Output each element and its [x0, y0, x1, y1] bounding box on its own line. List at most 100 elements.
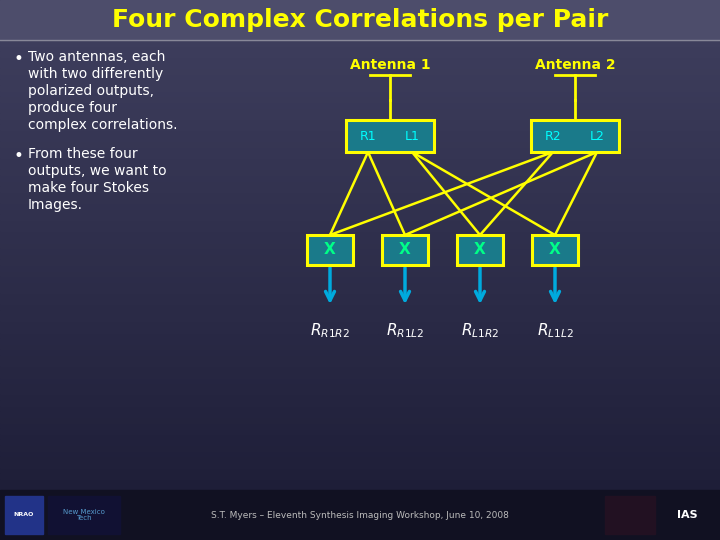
- Bar: [0, 237, 720, 242]
- Bar: [0, 158, 720, 164]
- Bar: [0, 366, 720, 372]
- Bar: [0, 394, 720, 400]
- Bar: [0, 265, 720, 271]
- Bar: [0, 163, 720, 170]
- Bar: [0, 287, 720, 293]
- Bar: [0, 169, 720, 175]
- Bar: [48, 496, 120, 534]
- Bar: [0, 56, 720, 63]
- Bar: [0, 124, 720, 130]
- Bar: [0, 39, 720, 45]
- Text: X: X: [474, 242, 486, 258]
- Bar: [0, 304, 720, 310]
- Bar: [0, 315, 720, 321]
- Bar: [0, 242, 720, 248]
- Bar: [660, 496, 715, 534]
- Bar: [0, 293, 720, 299]
- Bar: [0, 214, 720, 220]
- Text: produce four: produce four: [28, 101, 117, 115]
- Bar: [0, 428, 720, 434]
- Bar: [0, 400, 720, 406]
- Bar: [0, 321, 720, 327]
- Bar: [0, 186, 720, 192]
- Bar: [0, 225, 720, 231]
- Bar: [0, 180, 720, 186]
- FancyBboxPatch shape: [457, 235, 503, 265]
- Bar: [0, 152, 720, 158]
- Text: New Mexico
Tech: New Mexico Tech: [63, 509, 105, 522]
- Bar: [0, 73, 720, 79]
- Bar: [0, 360, 720, 366]
- Text: Images.: Images.: [28, 198, 83, 212]
- Bar: [0, 253, 720, 259]
- Bar: [0, 349, 720, 355]
- Text: complex correlations.: complex correlations.: [28, 118, 178, 132]
- Bar: [0, 411, 720, 417]
- Bar: [0, 433, 720, 440]
- Bar: [0, 113, 720, 119]
- Bar: [0, 456, 720, 462]
- Bar: [0, 45, 720, 51]
- Bar: [0, 276, 720, 282]
- Bar: [0, 208, 720, 214]
- Text: Two antennas, each: Two antennas, each: [28, 50, 166, 64]
- Bar: [0, 270, 720, 276]
- Bar: [0, 405, 720, 411]
- Bar: [0, 135, 720, 141]
- Text: outputs, we want to: outputs, we want to: [28, 164, 166, 178]
- Bar: [0, 259, 720, 265]
- Bar: [0, 0, 720, 40]
- FancyBboxPatch shape: [531, 120, 619, 152]
- Text: with two differently: with two differently: [28, 67, 163, 81]
- Text: $R_{R1L2}$: $R_{R1L2}$: [386, 321, 424, 340]
- Bar: [0, 478, 720, 484]
- Bar: [0, 84, 720, 91]
- Bar: [0, 450, 720, 456]
- Bar: [0, 467, 720, 473]
- Bar: [0, 383, 720, 389]
- Text: $R_{L1L2}$: $R_{L1L2}$: [536, 321, 573, 340]
- Bar: [0, 146, 720, 152]
- Text: $R_{R1R2}$: $R_{R1R2}$: [310, 321, 350, 340]
- Bar: [0, 51, 720, 57]
- Text: R2: R2: [545, 130, 562, 143]
- Bar: [0, 231, 720, 237]
- Text: R1: R1: [360, 130, 377, 143]
- Bar: [0, 107, 720, 113]
- Bar: [0, 141, 720, 147]
- Bar: [0, 484, 720, 490]
- Bar: [0, 191, 720, 198]
- Bar: [0, 332, 720, 338]
- Bar: [0, 174, 720, 180]
- Bar: [0, 372, 720, 377]
- Bar: [0, 197, 720, 203]
- Text: NRAO: NRAO: [14, 512, 34, 517]
- Bar: [0, 444, 720, 450]
- Text: L2: L2: [590, 130, 604, 143]
- Text: Antenna 1: Antenna 1: [350, 58, 431, 72]
- Text: IAS: IAS: [677, 510, 697, 520]
- Text: Antenna 2: Antenna 2: [535, 58, 616, 72]
- FancyBboxPatch shape: [346, 120, 434, 152]
- Bar: [0, 90, 720, 96]
- Bar: [0, 377, 720, 383]
- Bar: [0, 490, 720, 540]
- Text: polarized outputs,: polarized outputs,: [28, 84, 154, 98]
- Bar: [0, 102, 720, 107]
- Text: S.T. Myers – Eleventh Synthesis Imaging Workshop, June 10, 2008: S.T. Myers – Eleventh Synthesis Imaging …: [211, 510, 509, 519]
- Bar: [0, 130, 720, 136]
- Bar: [0, 68, 720, 74]
- Text: X: X: [324, 242, 336, 258]
- Text: X: X: [399, 242, 411, 258]
- Text: X: X: [549, 242, 561, 258]
- Bar: [0, 416, 720, 422]
- Bar: [0, 422, 720, 428]
- Text: •: •: [14, 50, 24, 68]
- Bar: [0, 96, 720, 102]
- Bar: [0, 298, 720, 305]
- Bar: [0, 281, 720, 287]
- Bar: [0, 79, 720, 85]
- Text: Four Complex Correlations per Pair: Four Complex Correlations per Pair: [112, 8, 608, 32]
- Text: $R_{L1R2}$: $R_{L1R2}$: [461, 321, 499, 340]
- Bar: [0, 461, 720, 468]
